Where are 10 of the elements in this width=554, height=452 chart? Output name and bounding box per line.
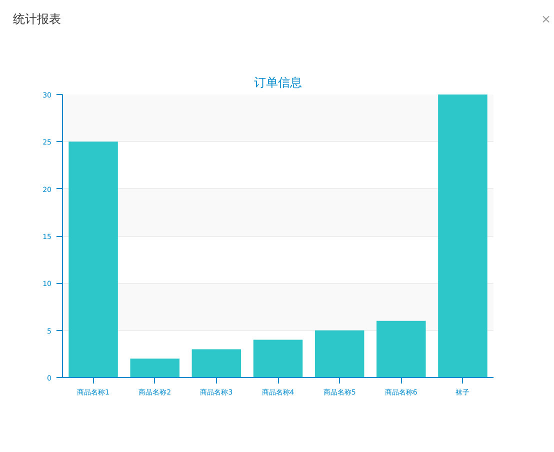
bar bbox=[376, 320, 426, 378]
bar bbox=[438, 94, 488, 378]
bar bbox=[130, 358, 180, 378]
text: 统计报表 bbox=[13, 11, 61, 28]
bar bbox=[192, 349, 242, 378]
bar bbox=[68, 142, 118, 378]
chart-title: 订单信息 bbox=[254, 76, 302, 90]
bar bbox=[314, 330, 364, 378]
bar bbox=[253, 340, 303, 378]
text: × bbox=[540, 11, 551, 28]
